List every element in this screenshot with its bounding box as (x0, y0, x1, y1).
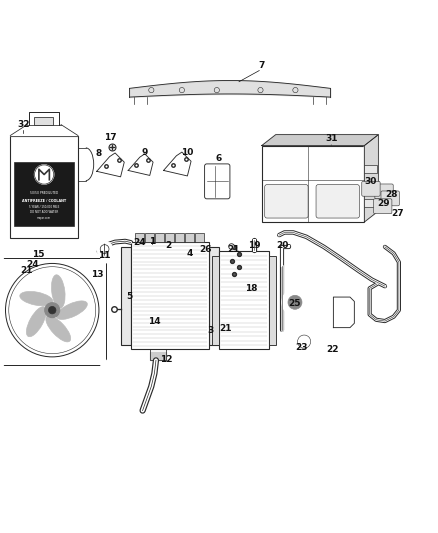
Text: 4: 4 (186, 249, 192, 258)
Text: 13: 13 (92, 270, 104, 279)
Text: 29: 29 (378, 199, 390, 208)
Bar (121, 247, 131, 345)
FancyBboxPatch shape (205, 164, 230, 199)
Circle shape (0, 253, 4, 263)
Text: 22: 22 (326, 345, 339, 354)
Text: DO NOT ADD WATER: DO NOT ADD WATER (30, 210, 58, 214)
Text: 50/50 PREDILUTED: 50/50 PREDILUTED (30, 191, 58, 195)
Text: 21: 21 (228, 245, 240, 254)
Circle shape (0, 360, 4, 370)
Polygon shape (128, 154, 153, 175)
Text: 28: 28 (385, 190, 398, 199)
Polygon shape (333, 297, 354, 328)
Bar (195, 233, 204, 243)
FancyBboxPatch shape (374, 199, 392, 214)
FancyBboxPatch shape (362, 181, 380, 196)
Polygon shape (97, 153, 124, 177)
Bar (212, 256, 219, 345)
Text: 9: 9 (141, 149, 148, 157)
Text: 5: 5 (127, 292, 133, 301)
Circle shape (101, 253, 111, 263)
Bar (155, 233, 164, 243)
Text: 19: 19 (248, 241, 261, 250)
Text: 5 YEAR / 150,000 MILE: 5 YEAR / 150,000 MILE (29, 205, 59, 209)
Text: 17: 17 (104, 133, 117, 142)
Text: 7: 7 (258, 61, 265, 70)
FancyBboxPatch shape (375, 184, 393, 199)
Bar (219, 251, 269, 350)
Text: 32: 32 (17, 120, 30, 128)
Circle shape (288, 295, 302, 309)
Bar (14, 162, 74, 226)
Text: 30: 30 (365, 177, 377, 186)
Ellipse shape (20, 292, 53, 306)
FancyBboxPatch shape (316, 184, 360, 218)
Text: 31: 31 (325, 134, 337, 143)
Bar (185, 233, 194, 243)
Bar (364, 199, 377, 207)
Bar (262, 146, 364, 222)
Bar (131, 243, 209, 350)
Text: 8: 8 (96, 149, 102, 158)
Bar (364, 165, 377, 173)
Bar (209, 247, 219, 345)
Circle shape (49, 306, 56, 314)
Text: mopar.com: mopar.com (37, 216, 51, 220)
Circle shape (101, 360, 111, 370)
Ellipse shape (26, 306, 46, 337)
Text: 18: 18 (245, 284, 258, 293)
Text: 1: 1 (149, 237, 156, 246)
Polygon shape (364, 135, 378, 222)
Polygon shape (262, 135, 378, 146)
Text: 21: 21 (20, 266, 32, 276)
Ellipse shape (46, 316, 71, 342)
Ellipse shape (57, 301, 87, 319)
Text: 14: 14 (148, 318, 161, 326)
Bar (34, 117, 53, 125)
Circle shape (282, 289, 308, 316)
Text: 25: 25 (288, 299, 300, 308)
Text: 24: 24 (27, 260, 39, 269)
Circle shape (292, 329, 316, 354)
Text: 6: 6 (215, 154, 222, 163)
Bar (269, 256, 276, 345)
Text: 11: 11 (99, 251, 111, 260)
Text: 26: 26 (200, 245, 212, 254)
Text: 24: 24 (133, 238, 146, 247)
Polygon shape (0, 258, 106, 365)
Text: 15: 15 (32, 250, 44, 259)
FancyBboxPatch shape (265, 184, 308, 218)
Circle shape (35, 165, 54, 184)
Polygon shape (11, 125, 78, 135)
Bar (276, 135, 378, 211)
Bar (364, 182, 377, 190)
Ellipse shape (52, 275, 65, 308)
Polygon shape (150, 352, 166, 360)
Text: 27: 27 (392, 209, 404, 218)
Text: 21: 21 (219, 324, 232, 333)
Text: 20: 20 (276, 241, 289, 251)
Bar (175, 233, 184, 243)
Bar (135, 233, 144, 243)
Text: 3: 3 (207, 326, 213, 335)
Bar (165, 233, 174, 243)
Circle shape (45, 303, 60, 318)
Text: 12: 12 (160, 354, 173, 364)
Polygon shape (163, 152, 191, 176)
Text: 23: 23 (296, 343, 308, 352)
Bar (145, 233, 154, 243)
Text: 2: 2 (166, 241, 172, 250)
FancyBboxPatch shape (381, 191, 399, 206)
Circle shape (97, 241, 113, 257)
Text: ANTIFREEZE / COOLANT: ANTIFREEZE / COOLANT (22, 199, 66, 203)
Text: 10: 10 (181, 148, 194, 157)
Bar (11, 135, 78, 238)
